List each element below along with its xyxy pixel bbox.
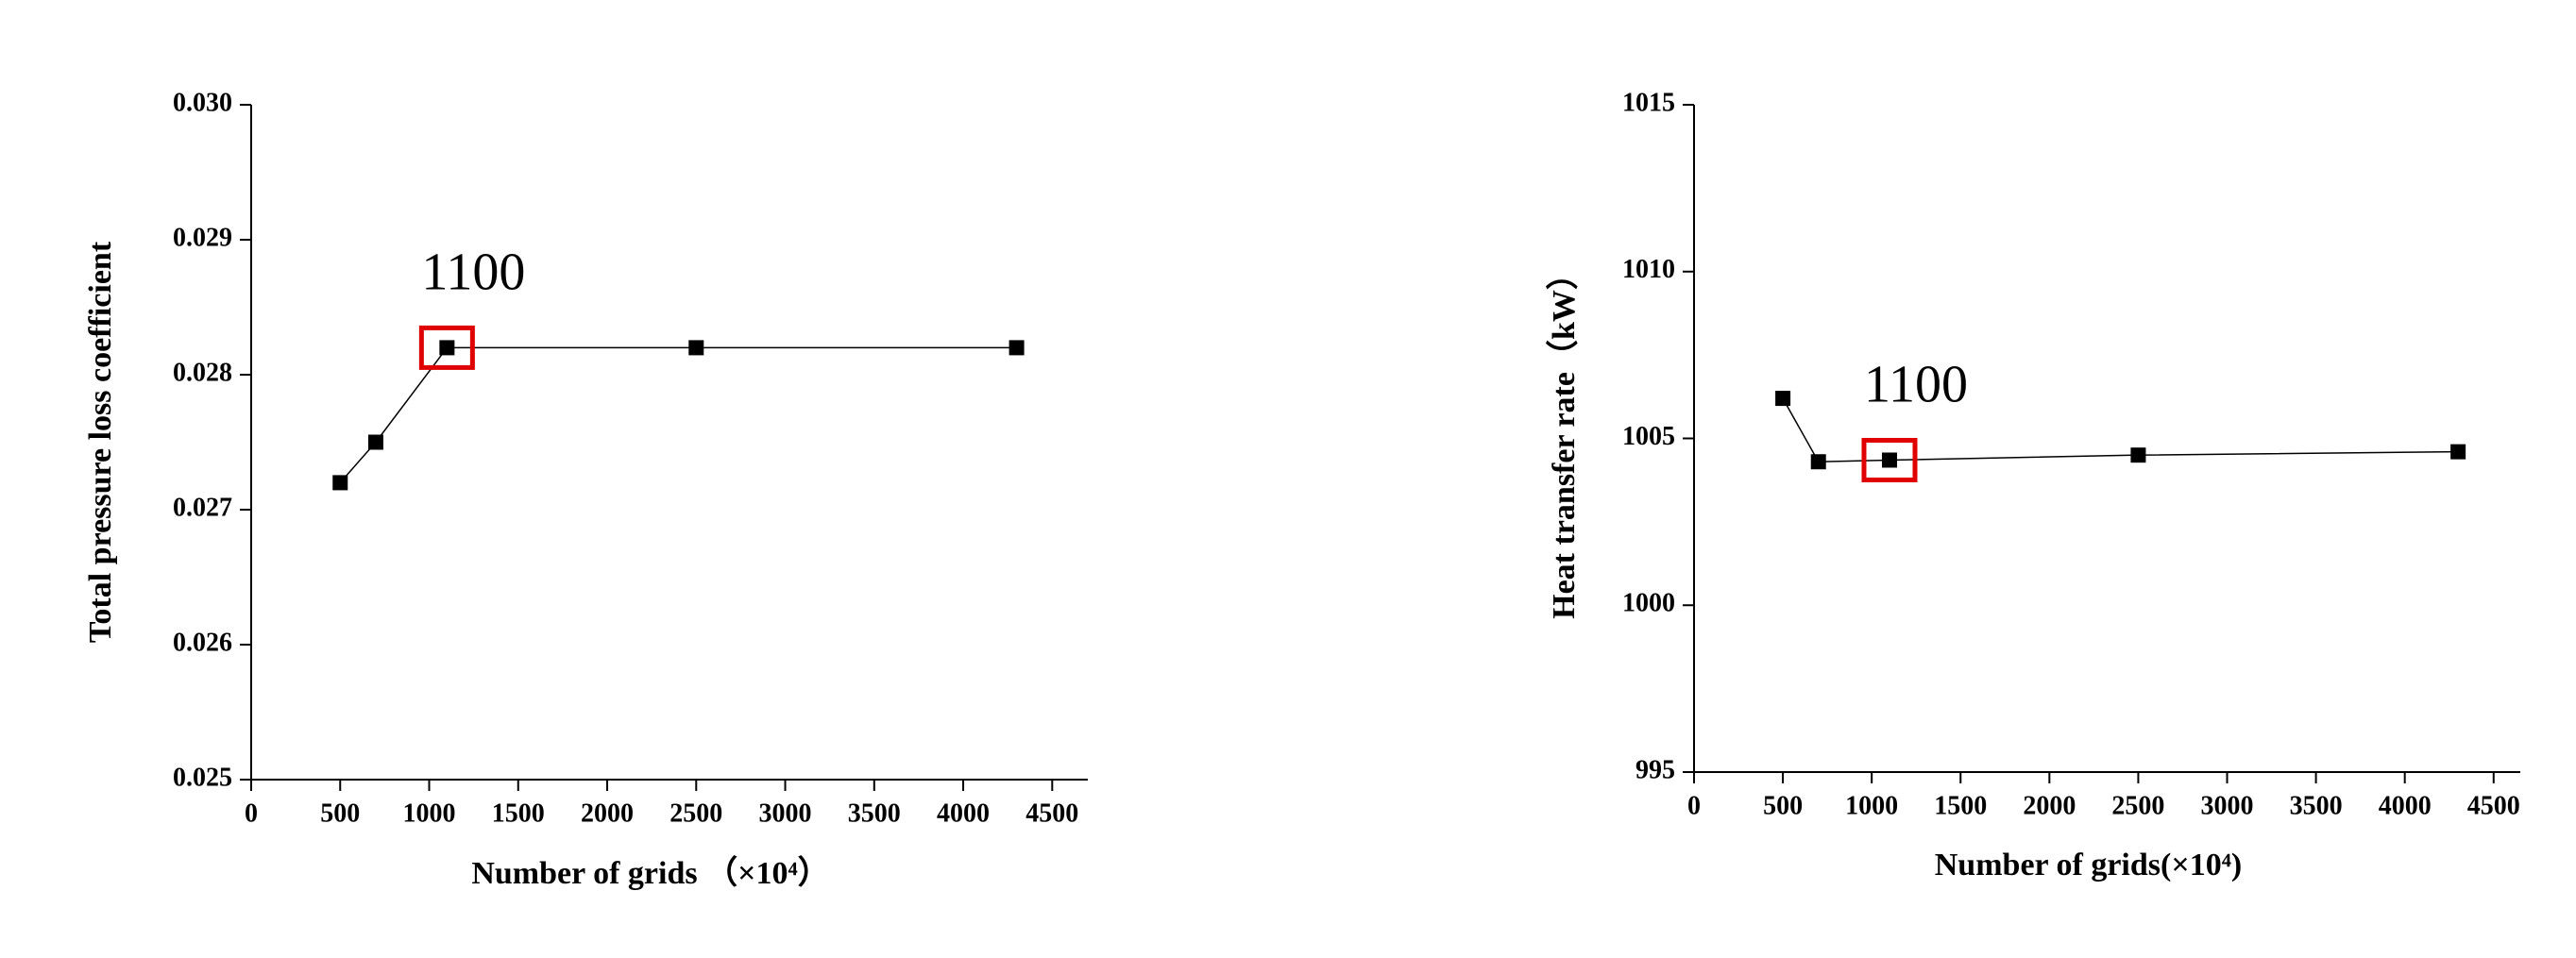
y-tick-label: 0.027 xyxy=(173,493,232,522)
x-tick-label: 4000 xyxy=(937,798,990,828)
x-tick-label: 1000 xyxy=(403,798,456,828)
x-tick-label: 4500 xyxy=(1025,798,1078,828)
x-tick-label: 4500 xyxy=(2467,791,2520,820)
x-tick-label: 0 xyxy=(1687,791,1701,820)
x-tick-label: 3500 xyxy=(2290,791,2343,820)
x-tick-label: 4000 xyxy=(2379,791,2432,820)
y-tick-label: 1010 xyxy=(1622,255,1675,284)
x-axis-title: Number of grids(×10⁴) xyxy=(1935,848,2242,882)
data-point xyxy=(332,475,348,491)
data-point xyxy=(2130,447,2146,463)
highlight-box xyxy=(418,325,475,370)
x-tick-label: 500 xyxy=(1763,791,1803,820)
x-tick-label: 2000 xyxy=(581,798,634,828)
x-tick-label: 2500 xyxy=(2111,791,2164,820)
y-tick-label: 995 xyxy=(1635,755,1675,784)
data-point xyxy=(1775,391,1791,407)
x-tick-label: 1500 xyxy=(1934,791,1987,820)
y-tick-label: 0.026 xyxy=(173,628,232,657)
x-tick-label: 3000 xyxy=(759,798,812,828)
y-tick-label: 0.030 xyxy=(173,88,232,117)
x-tick-label: 500 xyxy=(320,798,360,828)
y-tick-label: 1015 xyxy=(1622,88,1675,117)
x-tick-label: 2500 xyxy=(669,798,722,828)
x-tick-label: 0 xyxy=(245,798,258,828)
y-axis-title: Heat transfer rate（kW） xyxy=(1545,258,1582,619)
x-tick-label: 3500 xyxy=(848,798,901,828)
y-tick-label: 1000 xyxy=(1622,589,1675,618)
data-point xyxy=(439,340,455,356)
annotation-label: 1100 xyxy=(1864,355,1968,413)
y-tick-label: 1005 xyxy=(1622,422,1675,451)
chart-panel: 995 1000 1005 1010 1015 0 500 1000 1500 2000 2500 3… xyxy=(1545,88,2520,882)
highlight-box xyxy=(1861,437,1918,482)
y-tick-label: 0.029 xyxy=(173,223,232,252)
x-tick-label: 2000 xyxy=(2023,791,2076,820)
y-tick-label: 0.028 xyxy=(173,358,232,387)
data-point xyxy=(367,434,383,450)
x-tick-label: 1500 xyxy=(492,798,545,828)
x-axis-title: Number of grids （×10⁴） xyxy=(471,854,829,891)
annotation-label: 1100 xyxy=(421,243,525,301)
chart-panel: 0.025 0.026 0.027 0.028 0.029 0.030 0 500 1000 15… xyxy=(83,88,1088,891)
y-tick-label: 0.025 xyxy=(173,763,232,792)
data-point xyxy=(1008,340,1025,356)
x-tick-label: 1000 xyxy=(1845,791,1898,820)
data-point xyxy=(688,340,704,356)
data-point xyxy=(2450,444,2466,460)
data-point xyxy=(1810,454,1826,470)
x-tick-label: 3000 xyxy=(2201,791,2254,820)
y-axis-title: Total pressure loss coefficient xyxy=(83,241,118,643)
data-point xyxy=(1881,452,1897,468)
